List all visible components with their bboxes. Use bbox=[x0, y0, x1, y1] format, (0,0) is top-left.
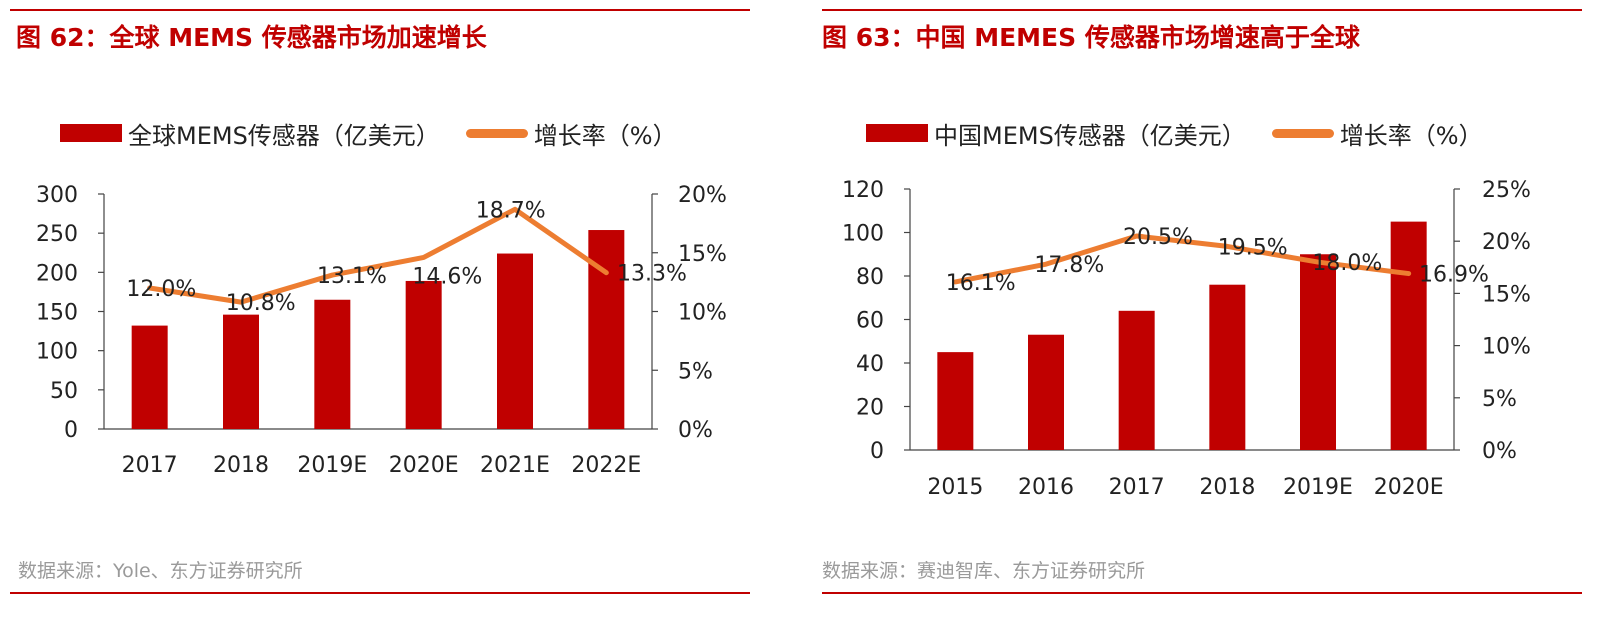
bottom-rule bbox=[822, 592, 1582, 594]
y-tick-label-right: 0% bbox=[678, 418, 713, 443]
legend-bar-label: 全球MEMS传感器（亿美元） bbox=[128, 121, 440, 150]
y-tick-label-left: 250 bbox=[36, 222, 78, 247]
x-tick-label: 2019E bbox=[1283, 475, 1353, 500]
legend-line-label: 增长率（%） bbox=[1339, 121, 1483, 150]
y-tick-label-left: 300 bbox=[36, 183, 78, 208]
y-tick-label-left: 60 bbox=[856, 309, 884, 334]
chart-china-mems: 0 20 40 60 80 100 120 0% 5% 10% 15% 20% 25% 2015 2016 2… bbox=[842, 178, 1531, 500]
x-tick-label: 2021E bbox=[480, 453, 550, 478]
bar-2017 bbox=[131, 325, 168, 429]
y-tick-label-right: 5% bbox=[678, 359, 713, 384]
x-tick-label: 2022E bbox=[571, 453, 641, 478]
y-tick-label-left: 80 bbox=[856, 265, 884, 290]
growth-label: 14.6% bbox=[412, 264, 482, 289]
y-tick-label-left: 0 bbox=[870, 439, 884, 464]
source-note: 数据来源：Yole、东方证券研究所 bbox=[18, 560, 303, 582]
x-tick-label: 2015 bbox=[927, 475, 983, 500]
y-tick-label-left: 150 bbox=[36, 301, 78, 326]
chart-title: 图 62：全球 MEMS 传感器市场加速增长 bbox=[16, 23, 487, 52]
panel-china-mems: 图 63：中国 MEMES 传感器市场增速高于全球 中国MEMS传感器（亿美元）… bbox=[822, 0, 1604, 620]
growth-label: 18.7% bbox=[476, 198, 546, 223]
legend: 中国MEMS传感器（亿美元） 增长率（%） bbox=[866, 116, 1483, 150]
growth-label: 20.5% bbox=[1123, 225, 1193, 250]
bar-2018 bbox=[223, 314, 259, 429]
legend-line-swatch bbox=[1271, 128, 1334, 138]
x-tick-label: 2020E bbox=[1374, 475, 1444, 500]
y-tick-label-right: 20% bbox=[1482, 230, 1531, 255]
y-tick-label-right: 10% bbox=[678, 301, 727, 326]
growth-label: 12.0% bbox=[126, 277, 196, 302]
y-tick-label-right: 25% bbox=[1482, 178, 1531, 203]
growth-label: 16.1% bbox=[946, 271, 1016, 296]
x-tick-label: 2018 bbox=[1199, 475, 1255, 500]
growth-label: 18.0% bbox=[1312, 251, 1382, 276]
bar-2022E bbox=[588, 230, 625, 429]
top-rule bbox=[10, 9, 750, 11]
y-tick-label-left: 200 bbox=[36, 261, 78, 286]
growth-label: 13.3% bbox=[617, 262, 687, 287]
legend-bar-label: 中国MEMS传感器（亿美元） bbox=[934, 121, 1246, 150]
growth-line bbox=[147, 206, 609, 305]
legend-line-label: 增长率（%） bbox=[533, 121, 677, 150]
legend-line-swatch bbox=[465, 128, 528, 138]
y-tick-label-right: 15% bbox=[678, 242, 727, 267]
bar-2015 bbox=[937, 352, 974, 450]
growth-label: 10.8% bbox=[226, 291, 296, 316]
growth-label: 17.8% bbox=[1034, 253, 1104, 278]
legend-bar-swatch bbox=[60, 124, 122, 142]
y-tick-label-right: 15% bbox=[1482, 282, 1531, 307]
x-tick-label: 2017 bbox=[122, 453, 178, 478]
y-tick-label-left: 20 bbox=[856, 396, 884, 421]
y-tick-label-left: 50 bbox=[50, 379, 78, 404]
growth-label: 19.5% bbox=[1218, 235, 1288, 260]
y-tick-label-left: 0 bbox=[64, 418, 78, 443]
growth-label: 16.9% bbox=[1419, 263, 1489, 288]
bar-2018 bbox=[1209, 284, 1246, 450]
source-note: 数据来源：赛迪智库、东方证券研究所 bbox=[822, 560, 1146, 582]
bar-2017 bbox=[1118, 310, 1155, 450]
x-tick-label: 2020E bbox=[389, 453, 459, 478]
bar-2020E bbox=[1390, 221, 1427, 450]
growth-line bbox=[952, 233, 1412, 285]
y-tick-label-right: 10% bbox=[1482, 335, 1531, 360]
y-tick-label-left: 40 bbox=[856, 352, 884, 377]
x-tick-label: 2016 bbox=[1018, 475, 1074, 500]
y-tick-label-left: 100 bbox=[36, 340, 78, 365]
x-tick-label: 2019E bbox=[297, 453, 367, 478]
y-tick-label-right: 5% bbox=[1482, 387, 1517, 412]
x-tick-label: 2018 bbox=[213, 453, 269, 478]
y-tick-label-right: 20% bbox=[678, 183, 727, 208]
y-tick-label-right: 0% bbox=[1482, 439, 1517, 464]
top-rule bbox=[822, 9, 1582, 11]
legend: 全球MEMS传感器（亿美元） 增长率（%） bbox=[60, 116, 677, 150]
panel-global-mems: 图 62：全球 MEMS 传感器市场加速增长 全球MEMS传感器（亿美元） 增长… bbox=[0, 0, 790, 620]
bottom-rule bbox=[10, 592, 750, 594]
bar-2020E bbox=[405, 280, 442, 429]
growth-label: 13.1% bbox=[317, 264, 387, 289]
bar-2019E bbox=[314, 299, 351, 429]
bar-2016 bbox=[1028, 334, 1064, 450]
bar-2019E bbox=[1300, 254, 1336, 450]
x-tick-label: 2017 bbox=[1109, 475, 1165, 500]
bar-2021E bbox=[497, 253, 533, 429]
legend-bar-swatch bbox=[866, 124, 928, 142]
y-tick-label-left: 120 bbox=[842, 178, 884, 203]
chart-global-mems: 0 50 100 150 200 250 300 0% 5% 10% 15% 20% 2017 2018 2… bbox=[36, 183, 727, 478]
y-tick-label-left: 100 bbox=[842, 222, 884, 247]
chart-title: 图 63：中国 MEMES 传感器市场增速高于全球 bbox=[822, 23, 1360, 52]
